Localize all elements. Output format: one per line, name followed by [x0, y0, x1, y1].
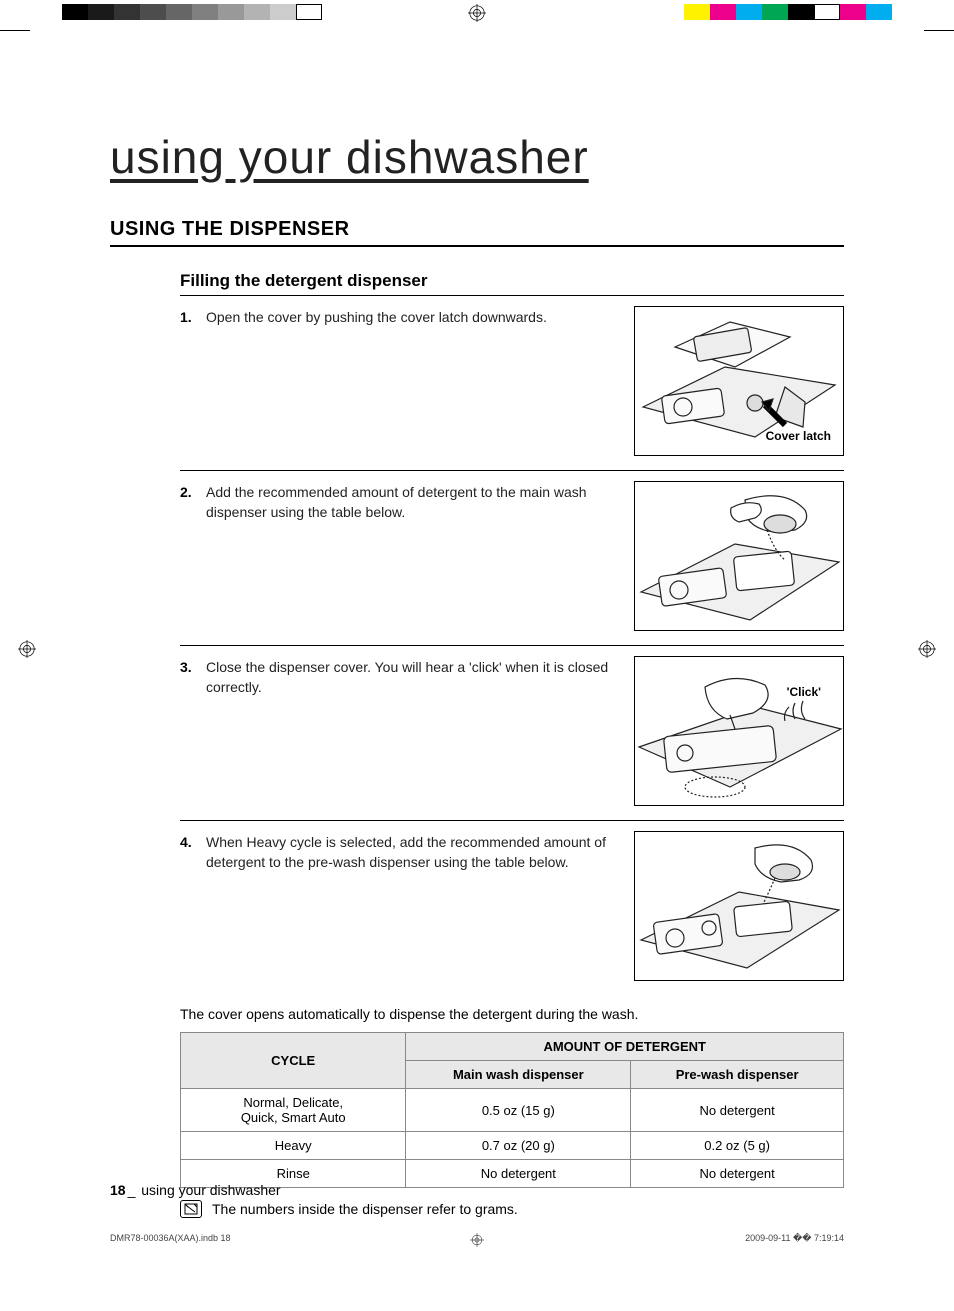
th-pre-wash: Pre-wash dispenser — [631, 1061, 844, 1089]
step-text: Close the dispenser cover. You will hear… — [206, 658, 620, 810]
cell-main: 0.7 oz (20 g) — [406, 1132, 631, 1160]
grayscale-bar — [62, 4, 322, 20]
th-amount: AMOUNT OF DETERGENT — [406, 1033, 844, 1061]
sub-heading: Filling the detergent dispenser — [180, 271, 844, 296]
page-title: using your dishwasher — [110, 130, 844, 184]
step-text-col: 4.When Heavy cycle is selected, add the … — [180, 831, 620, 986]
swatch — [710, 4, 736, 20]
page-number: 18 — [110, 1182, 126, 1198]
meta-footer: DMR78-00036A(XAA).indb 18 2009-09-11 �� … — [0, 1233, 954, 1244]
steps-list: 1.Open the cover by pushing the cover la… — [180, 306, 844, 996]
step-text: Open the cover by pushing the cover latc… — [206, 308, 547, 460]
diagram-label: 'Click' — [787, 685, 821, 699]
swatch — [88, 4, 114, 20]
swatch — [62, 4, 88, 20]
step-diagram: Cover latch — [634, 306, 844, 456]
swatch — [114, 4, 140, 20]
footer-label: using your dishwasher — [137, 1182, 280, 1198]
step-row: 1.Open the cover by pushing the cover la… — [180, 306, 844, 471]
table-row: Normal, Delicate, Quick, Smart Auto0.5 o… — [181, 1089, 844, 1132]
note-icon — [180, 1200, 202, 1218]
step-text: When Heavy cycle is selected, add the re… — [206, 833, 620, 986]
swatch — [814, 4, 840, 20]
table-row: Heavy0.7 oz (20 g)0.2 oz (5 g) — [181, 1132, 844, 1160]
cmyk-bar — [684, 4, 892, 20]
cell-main: No detergent — [406, 1160, 631, 1188]
th-main-wash: Main wash dispenser — [406, 1061, 631, 1089]
step-number: 2. — [180, 483, 198, 635]
diagram-label: Cover latch — [766, 429, 831, 443]
step-row: 2.Add the recommended amount of detergen… — [180, 481, 844, 646]
section-body: Filling the detergent dispenser 1.Open t… — [180, 271, 844, 1218]
post-steps-note: The cover opens automatically to dispens… — [180, 1006, 844, 1022]
print-marks — [0, 0, 954, 30]
page-footer: 18_ using your dishwasher — [110, 1182, 281, 1198]
note-text: The numbers inside the dispenser refer t… — [212, 1201, 518, 1217]
swatch — [270, 4, 296, 20]
step-text-col: 3.Close the dispenser cover. You will he… — [180, 656, 620, 810]
page-content: using your dishwasher USING THE DISPENSE… — [0, 30, 954, 1258]
step-diagram: 'Click' — [634, 656, 844, 806]
step-diagram — [634, 831, 844, 981]
step-number: 4. — [180, 833, 198, 986]
step-number: 1. — [180, 308, 198, 460]
cell-main: 0.5 oz (15 g) — [406, 1089, 631, 1132]
cell-pre: 0.2 oz (5 g) — [631, 1132, 844, 1160]
registration-mark-icon — [470, 1233, 484, 1247]
swatch — [840, 4, 866, 20]
swatch — [244, 4, 270, 20]
swatch — [140, 4, 166, 20]
section-heading: USING THE DISPENSER — [110, 218, 844, 247]
step-number: 3. — [180, 658, 198, 810]
step-row: 4.When Heavy cycle is selected, add the … — [180, 831, 844, 996]
cell-pre: No detergent — [631, 1089, 844, 1132]
meta-filename: DMR78-00036A(XAA).indb 18 — [110, 1233, 231, 1244]
note-row: The numbers inside the dispenser refer t… — [180, 1200, 844, 1218]
swatch — [866, 4, 892, 20]
cell-cycle: Normal, Delicate, Quick, Smart Auto — [181, 1089, 406, 1132]
meta-datetime: 2009-09-11 �� 7:19:14 — [745, 1233, 844, 1244]
swatch — [218, 4, 244, 20]
detergent-table: CYCLE AMOUNT OF DETERGENT Main wash disp… — [180, 1032, 844, 1188]
step-row: 3.Close the dispenser cover. You will he… — [180, 656, 844, 821]
cell-pre: No detergent — [631, 1160, 844, 1188]
swatch — [736, 4, 762, 20]
cell-cycle: Heavy — [181, 1132, 406, 1160]
th-cycle: CYCLE — [181, 1033, 406, 1089]
swatch — [762, 4, 788, 20]
swatch — [788, 4, 814, 20]
swatch — [166, 4, 192, 20]
step-text-col: 2.Add the recommended amount of detergen… — [180, 481, 620, 635]
step-diagram — [634, 481, 844, 631]
swatch — [296, 4, 322, 20]
footer-sep: _ — [128, 1182, 136, 1198]
swatch — [684, 4, 710, 20]
step-text-col: 1.Open the cover by pushing the cover la… — [180, 306, 620, 460]
swatch — [192, 4, 218, 20]
registration-mark-icon — [468, 4, 486, 22]
step-text: Add the recommended amount of detergent … — [206, 483, 620, 635]
